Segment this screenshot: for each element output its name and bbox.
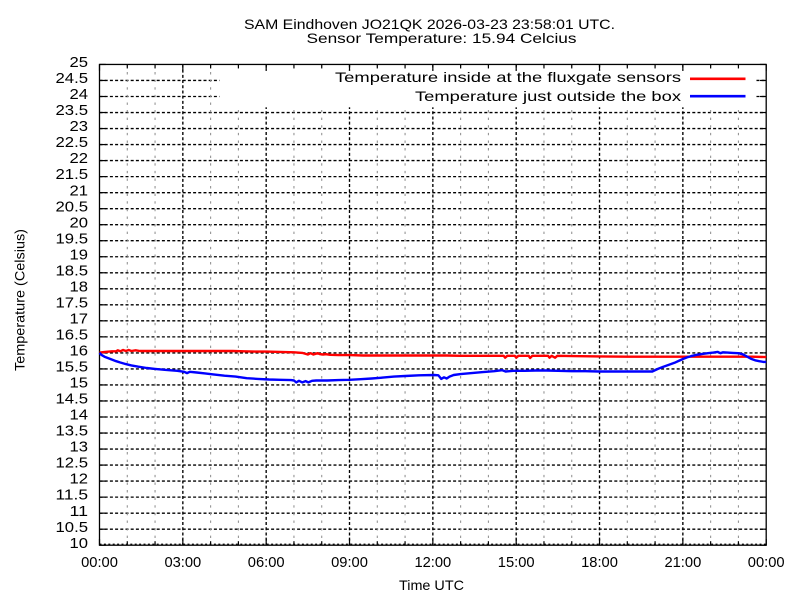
svg-text:21.5: 21.5 bbox=[56, 166, 89, 183]
svg-text:18:00: 18:00 bbox=[581, 554, 618, 571]
svg-text:Time UTC: Time UTC bbox=[399, 577, 464, 593]
svg-text:21: 21 bbox=[70, 182, 89, 199]
svg-text:15:00: 15:00 bbox=[498, 554, 535, 571]
svg-text:09:00: 09:00 bbox=[331, 554, 368, 571]
svg-text:06:00: 06:00 bbox=[248, 554, 285, 571]
svg-text:12: 12 bbox=[70, 471, 89, 488]
svg-text:17: 17 bbox=[70, 310, 89, 327]
svg-text:13.5: 13.5 bbox=[56, 423, 89, 440]
svg-text:22.5: 22.5 bbox=[56, 134, 89, 151]
svg-text:10.5: 10.5 bbox=[56, 519, 89, 536]
svg-text:19.5: 19.5 bbox=[56, 230, 89, 247]
svg-text:20: 20 bbox=[70, 214, 89, 231]
svg-text:23: 23 bbox=[70, 118, 89, 135]
svg-text:14.5: 14.5 bbox=[56, 391, 89, 408]
svg-text:17.5: 17.5 bbox=[56, 294, 89, 311]
svg-text:SAM Eindhoven JO21QK 2026-03-2: SAM Eindhoven JO21QK 2026-03-23 23:58:01… bbox=[244, 16, 615, 32]
svg-text:13: 13 bbox=[70, 439, 89, 456]
svg-text:10: 10 bbox=[70, 535, 89, 552]
svg-text:24: 24 bbox=[70, 86, 89, 103]
svg-text:18.5: 18.5 bbox=[56, 262, 89, 279]
svg-text:22: 22 bbox=[70, 150, 89, 167]
svg-text:23.5: 23.5 bbox=[56, 102, 89, 119]
svg-text:12:00: 12:00 bbox=[414, 554, 451, 571]
svg-text:20.5: 20.5 bbox=[56, 198, 89, 215]
svg-text:11: 11 bbox=[70, 503, 89, 520]
svg-text:12.5: 12.5 bbox=[56, 455, 89, 472]
svg-text:Temperature inside at the flux: Temperature inside at the fluxgate senso… bbox=[335, 69, 681, 85]
svg-text:15: 15 bbox=[70, 375, 89, 392]
svg-text:Sensor Temperature: 15.94 Celc: Sensor Temperature: 15.94 Celcius bbox=[307, 30, 577, 46]
svg-text:21:00: 21:00 bbox=[664, 554, 701, 571]
svg-text:00:00: 00:00 bbox=[748, 554, 785, 571]
svg-text:24.5: 24.5 bbox=[56, 70, 89, 87]
svg-text:18: 18 bbox=[70, 278, 89, 295]
svg-text:19: 19 bbox=[70, 246, 89, 263]
svg-text:Temperature (Celsius): Temperature (Celsius) bbox=[12, 229, 28, 371]
svg-text:16: 16 bbox=[70, 343, 89, 360]
svg-text:16.5: 16.5 bbox=[56, 326, 89, 343]
svg-text:00:00: 00:00 bbox=[81, 554, 118, 571]
svg-text:03:00: 03:00 bbox=[164, 554, 201, 571]
svg-text:15.5: 15.5 bbox=[56, 359, 89, 376]
svg-text:25: 25 bbox=[70, 54, 89, 71]
svg-text:14: 14 bbox=[70, 407, 89, 424]
svg-text:Temperature just outside the b: Temperature just outside the box bbox=[415, 88, 681, 104]
svg-text:11.5: 11.5 bbox=[56, 487, 89, 504]
